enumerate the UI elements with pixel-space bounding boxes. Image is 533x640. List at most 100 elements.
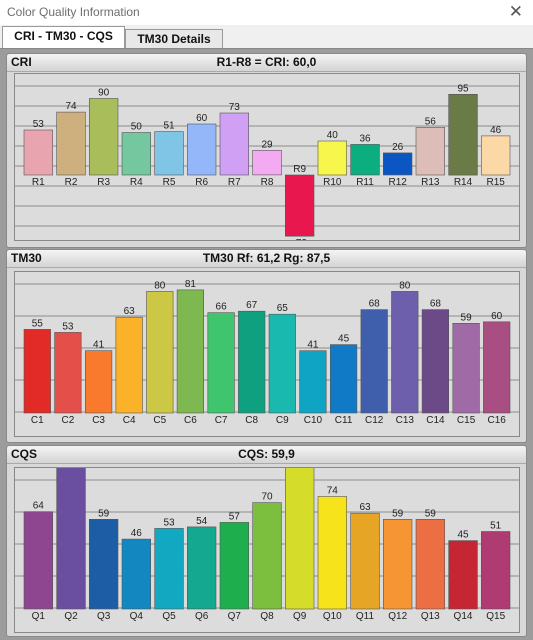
cri-summary: R1-R8 = CRI: 60,0 [216,55,317,69]
tm30-value-label: 41 [307,340,319,351]
tm30-category-label: C8 [245,415,258,426]
tm30-bar-c1 [23,329,51,414]
tm30-category-label: C10 [304,415,323,426]
cri-category-label: R1 [32,177,45,188]
tab-cri-tm30-cqs[interactable]: CRI - TM30 - CQS [2,26,125,49]
cri-bar-r5 [154,131,184,176]
cri-bar-r9 [284,174,315,237]
tm30-bar-c7 [207,312,235,414]
cri-category-label: R14 [454,177,473,188]
window-title: Color Quality Information [7,5,140,19]
cri-label: CRI [11,55,32,69]
tm30-category-label: C2 [62,415,75,426]
cri-category-label: R10 [323,177,342,188]
cri-value-label: 74 [65,101,77,112]
tm30-value-label: 55 [32,318,44,329]
cri-value-label: 95 [457,83,469,94]
cri-category-label: R9 [293,164,306,175]
cri-category-label: R6 [195,177,208,188]
cri-value-label: 40 [327,130,339,141]
cqs-chart: 64Q196Q259Q346Q453Q554Q657Q770Q893Q974Q1… [15,452,519,622]
tm30-panel: TM30 Rf: 61,2 Rg: 87,5 TM30 55 C1 53 C2 41 C3… [6,249,527,443]
tm30-category-label: C12 [365,415,384,426]
tm30-bar-c3 [85,350,113,414]
cri-panel-header: R1-R8 = CRI: 60,0 CRI [7,54,526,72]
tm30-bar-c12 [360,309,388,414]
cqs-category-label: Q8 [260,611,274,622]
tm30-bar-c2 [54,332,82,414]
tm30-label: TM30 [11,251,42,265]
cqs-category-label: Q5 [162,611,176,622]
tm30-bar-c9 [268,313,296,414]
cqs-panel-header: CQS: 59,9 CQS [7,446,526,464]
cqs-bar-q13 [415,518,446,610]
cqs-value-label: 51 [490,521,502,532]
cqs-bar-q8 [252,502,282,610]
tm30-bar-c13 [391,291,419,414]
cri-bar-r4 [121,132,152,176]
cqs-category-label: Q14 [454,611,473,622]
tm30-summary: TM30 Rf: 61,2 Rg: 87,5 [202,251,331,265]
cri-category-label: R11 [356,177,374,188]
cqs-bar-q1 [23,511,54,610]
cri-value-label: 56 [425,116,437,127]
cri-value-label: 26 [392,142,404,153]
cqs-value-label: 59 [425,508,437,519]
cqs-category-label: Q9 [293,611,307,622]
cri-bar-r15 [480,135,511,176]
tm30-bar-c15 [452,322,480,414]
cqs-value-label: 63 [359,502,371,513]
cqs-bar-q3 [89,518,119,610]
cqs-bar-q2 [56,462,86,610]
cqs-value-label: 74 [327,486,339,497]
cqs-bar-q15 [480,531,511,610]
tm30-chart-area: 55 C1 53 C2 41 C3 63 C4 80 C5 81 C6 66 C7 67 C8 65 C9 41 C1… [14,271,520,437]
cri-bar-r6 [187,123,217,176]
cri-category-label: R5 [163,177,176,188]
cqs-value-label: 57 [229,511,241,522]
cqs-value-label: 53 [163,517,175,528]
cqs-panel: CQS: 59,9 CQS 64Q196Q259Q346Q453Q554Q657… [6,445,527,637]
tm30-category-label: C5 [153,415,166,426]
cqs-bar-q10 [317,496,348,610]
cqs-value-label: 59 [392,508,404,519]
cqs-bar-q14 [448,540,478,610]
cqs-bar-q7 [219,522,250,610]
cqs-value-label: 59 [98,508,110,519]
cri-category-label: R4 [130,177,143,188]
tm30-value-label: 68 [430,299,442,310]
cqs-category-label: Q11 [356,611,375,622]
cqs-value-label: 64 [33,501,45,512]
tm30-bar-c10 [299,350,327,414]
tm30-category-label: C13 [396,415,415,426]
tm30-value-label: 81 [185,279,197,290]
tm30-category-label: C1 [31,415,44,426]
tm30-category-label: C4 [123,415,136,426]
tm30-value-label: 45 [338,334,350,345]
cqs-label: CQS [11,447,38,461]
close-icon[interactable]: ✕ [508,2,523,21]
tm30-category-label: C15 [457,415,476,426]
cqs-category-label: Q7 [228,611,242,622]
tm30-bar-c14 [421,309,450,414]
tm30-value-label: 53 [62,321,74,332]
tm30-panel-header: TM30 Rf: 61,2 Rg: 87,5 TM30 [7,250,526,268]
tm30-category-label: C7 [215,415,228,426]
tm30-value-label: 63 [124,306,136,317]
cqs-bar-q9 [284,467,315,610]
cqs-category-label: Q10 [323,611,342,622]
tm30-category-label: C3 [92,415,105,426]
tm30-bar-c4 [115,316,143,414]
cri-category-label: R13 [421,177,440,188]
cri-value-label: 90 [98,88,110,99]
tm30-value-label: 80 [154,280,166,291]
cqs-category-label: Q15 [486,611,505,622]
tm30-category-label: C6 [184,415,197,426]
cqs-bar-q11 [350,512,380,610]
cri-value-label: -72 [292,238,307,240]
tm30-value-label: 80 [399,280,411,291]
cri-bar-r7 [219,112,250,176]
cqs-category-label: Q12 [388,611,407,622]
tab-tm30-details[interactable]: TM30 Details [125,29,223,49]
cri-category-label: R12 [389,177,408,188]
